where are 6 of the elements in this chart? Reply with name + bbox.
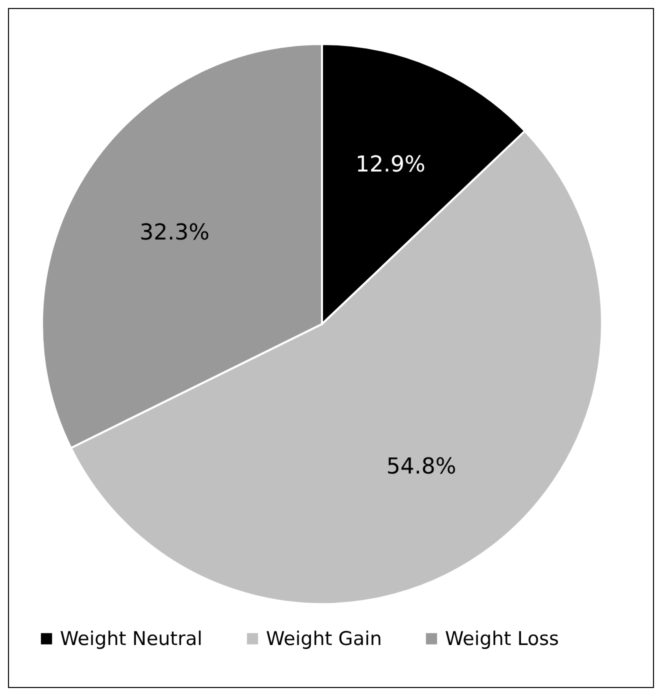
data-label: 54.8% xyxy=(386,454,456,480)
legend-label: Weight Neutral xyxy=(60,628,202,650)
data-label: 12.9% xyxy=(356,152,426,178)
legend-label: Weight Gain xyxy=(266,628,382,650)
data-label: 32.3% xyxy=(140,220,210,246)
legend-label: Weight Loss xyxy=(445,628,559,650)
